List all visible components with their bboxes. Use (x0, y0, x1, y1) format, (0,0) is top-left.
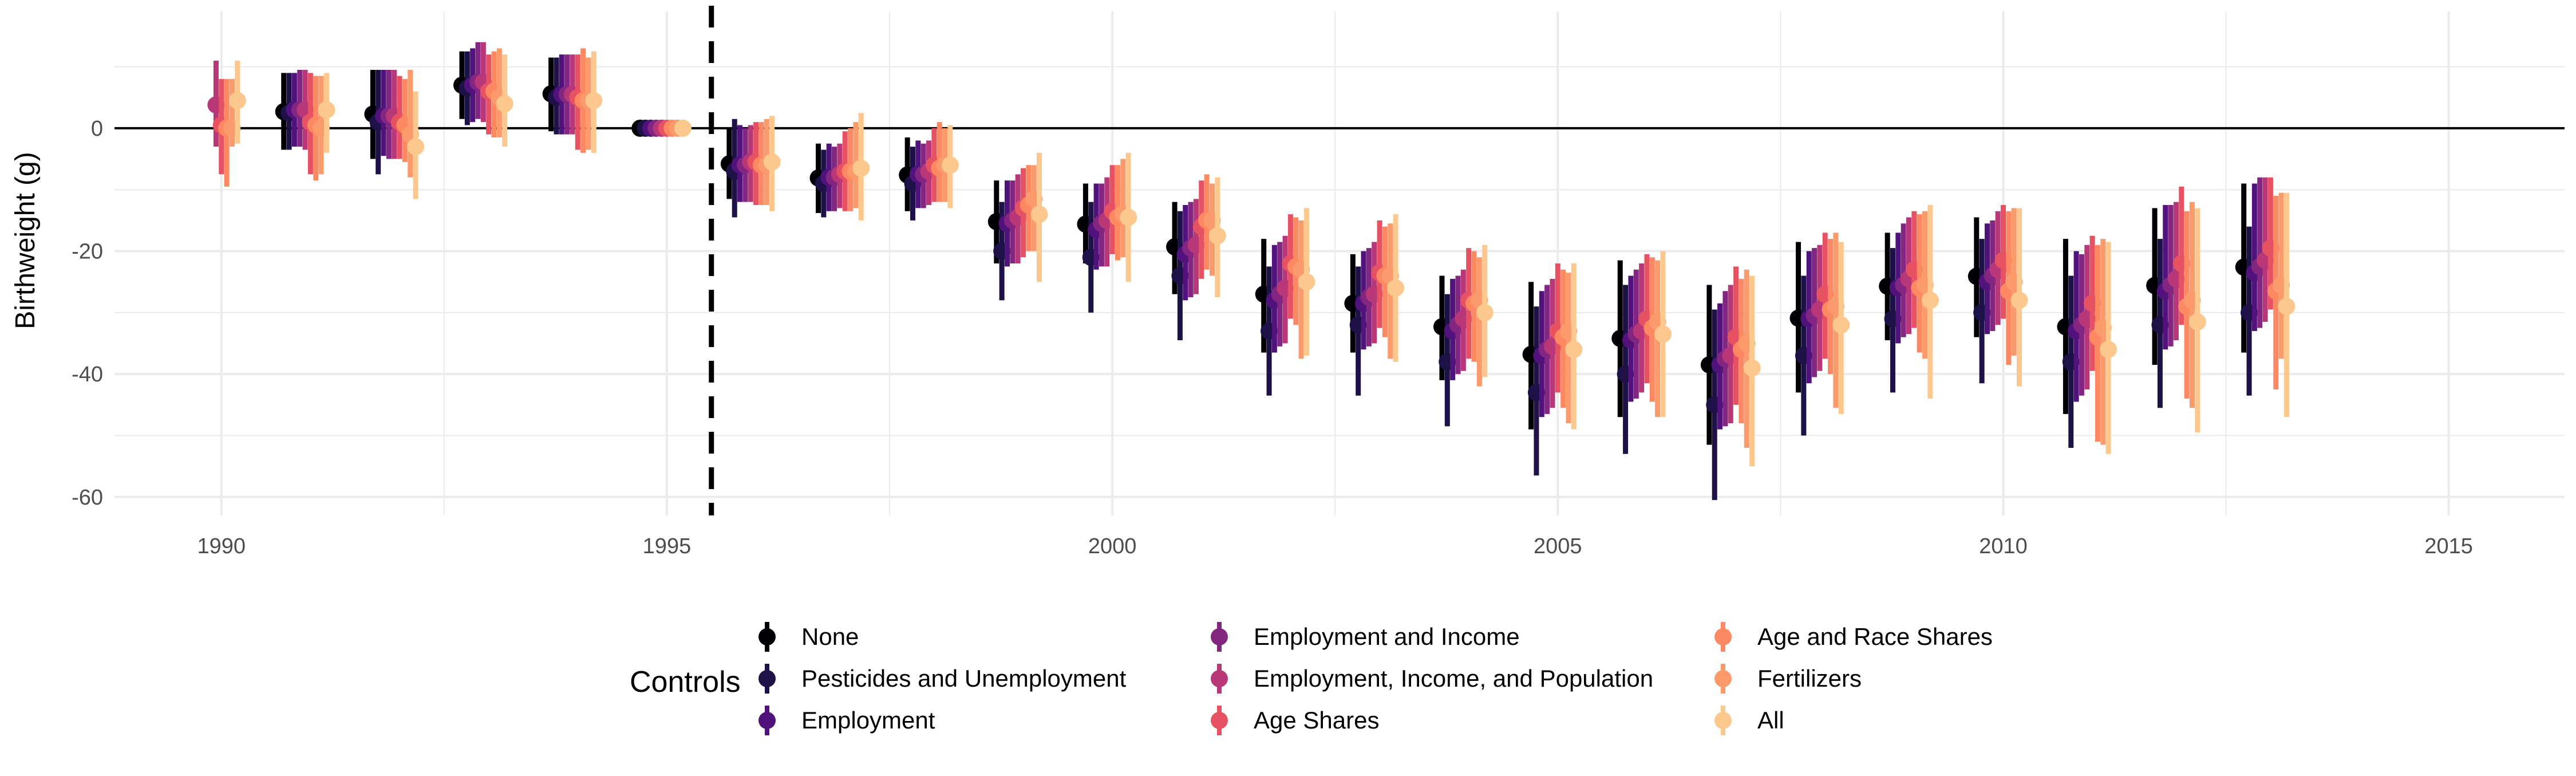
legend-label: All (1757, 707, 1784, 734)
legend-key-point (758, 712, 776, 729)
data-point (1743, 359, 1761, 377)
y-tick-label: 0 (91, 117, 103, 141)
y-tick-label: -40 (72, 363, 103, 387)
y-tick-label: -20 (72, 240, 103, 264)
data-point (2278, 298, 2296, 316)
reference-lines (114, 6, 2565, 515)
x-tick-label: 1995 (643, 534, 692, 558)
data-point (496, 94, 513, 112)
data-point (1832, 316, 1850, 334)
data-point (1387, 279, 1405, 297)
legend-key-point (758, 670, 776, 687)
legend-label: Fertilizers (1757, 665, 1862, 692)
legend-key-point (1211, 628, 1228, 645)
series-group (207, 42, 2274, 424)
legend-label: Employment (801, 707, 935, 734)
data-point (1030, 206, 1048, 223)
legend-key-point (758, 628, 776, 645)
legend-key-point (1211, 712, 1228, 729)
axes: Birthweight (g) 1990 1995 2000 2005 2010 2015… (10, 117, 2473, 558)
data-point (585, 92, 603, 109)
data-point (852, 159, 870, 177)
legend-key-point (1714, 670, 1732, 687)
data-point (763, 153, 781, 171)
data-point (2188, 313, 2206, 330)
y-tick-label: -60 (72, 486, 103, 510)
series-group (228, 51, 2296, 467)
data-point (2100, 341, 2117, 359)
data-point (407, 138, 425, 156)
data-point (1120, 208, 1137, 226)
legend-title: Controls (630, 665, 741, 699)
legend-label: Age and Race Shares (1757, 623, 1993, 650)
data-point (1208, 227, 1226, 245)
data-point (1298, 273, 1315, 291)
data-point (1565, 341, 1583, 359)
data-point (1921, 292, 1939, 309)
data-point (228, 92, 246, 109)
x-tick-label: 2010 (1979, 534, 2028, 558)
data-point (318, 101, 335, 119)
legend-label: None (801, 623, 859, 650)
data-point (1476, 304, 1494, 321)
series-group (212, 54, 2279, 405)
data-point (1654, 325, 1672, 343)
legend: Controls None Pesticides and Unemployment… (630, 622, 1993, 735)
x-tick-label: 2005 (1534, 534, 1582, 558)
data-point (674, 119, 692, 137)
series-group (275, 51, 2253, 445)
y-axis-title: Birthweight (g) (10, 152, 41, 329)
data-point (2010, 292, 2028, 309)
x-tick-label: 2000 (1088, 534, 1137, 558)
legend-label: Pesticides and Unemployment (801, 665, 1127, 692)
data-marks (207, 42, 2296, 501)
x-tick-label: 1990 (197, 534, 246, 558)
legend-key-point (1714, 628, 1732, 645)
legend-key-point (1714, 712, 1732, 729)
legend-key-point (1211, 670, 1228, 687)
data-point (941, 156, 959, 174)
legend-label: Employment, Income, and Population (1254, 665, 1653, 692)
legend-label: Age Shares (1254, 707, 1379, 734)
legend-label: Employment and Income (1254, 623, 1520, 650)
x-tick-label: 2015 (2424, 534, 2473, 558)
